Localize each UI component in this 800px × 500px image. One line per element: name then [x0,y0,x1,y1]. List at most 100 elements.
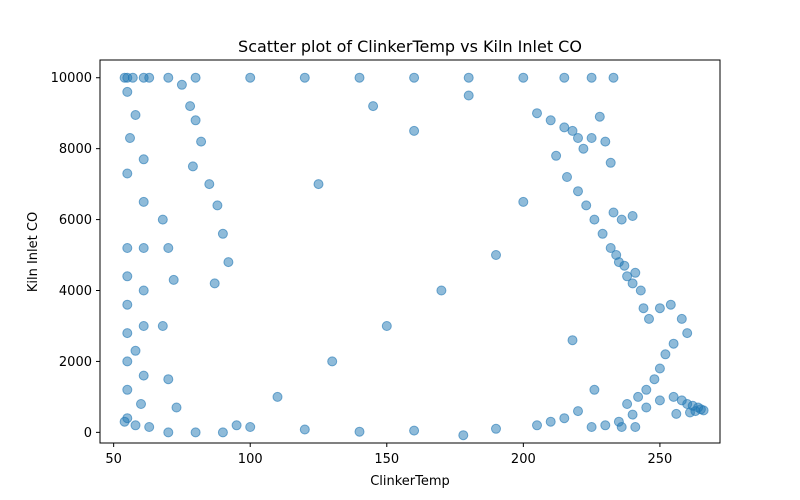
data-point [600,136,611,147]
data-point [354,426,365,437]
y-axis-ticks: 0 2000 4000 6000 8000 10000 [51,71,100,441]
data-point [586,422,597,432]
data-point [163,72,174,83]
data-point [409,72,420,83]
data-point [616,214,627,225]
data-point [559,72,570,83]
data-point [163,243,174,253]
data-point [138,285,149,296]
data-point [627,211,638,221]
data-point [605,243,616,253]
data-point [660,349,671,360]
data-point [122,384,133,395]
data-point [190,115,201,126]
data-point [627,409,638,420]
data-point [608,207,619,218]
data-point [138,321,149,331]
data-point [608,72,619,83]
data-point [122,86,133,97]
data-point [654,363,665,374]
data-point [581,200,592,211]
data-point [668,391,679,402]
data-point [682,328,693,339]
data-point [231,420,242,431]
data-point [491,250,501,260]
data-point [641,384,652,395]
data-point [122,356,133,367]
data-point [144,422,155,432]
data-point [272,391,283,402]
data-point [627,278,638,289]
data-point [654,395,665,406]
data-point [122,243,133,253]
data-point [573,406,583,417]
data-point [212,200,223,211]
data-point [245,72,256,83]
data-point [185,101,196,112]
data-points [119,72,709,441]
data-point [676,313,687,324]
x-axis-label: ClinkerTemp [370,474,450,489]
data-point [685,407,695,418]
data-point [463,72,474,83]
data-point [157,214,168,225]
plot-frame [99,59,721,444]
data-point [668,338,679,349]
x-tick-label: 200 [511,452,536,467]
data-point [187,161,198,172]
data-point [176,79,187,90]
data-point [122,328,133,339]
data-point [196,136,207,147]
data-point [594,111,605,122]
data-point [619,260,630,271]
data-point [605,157,616,168]
y-tick-label: 10000 [51,71,92,86]
data-point [144,72,155,83]
data-point [119,416,130,427]
data-point [665,299,676,310]
data-point [122,299,133,310]
data-point [122,271,133,282]
data-point [209,278,220,289]
data-point [491,423,501,434]
data-point [589,214,600,225]
data-point [463,90,474,101]
data-point [409,425,420,436]
data-point [532,420,542,431]
data-point [559,122,570,133]
data-point [130,420,141,431]
data-point [586,72,597,83]
data-point [567,335,578,346]
data-point [616,422,627,432]
chart-title: Scatter plot of ClinkerTemp vs Kiln Inle… [238,37,582,56]
data-point [573,186,583,197]
data-point [190,72,201,83]
x-tick-label: 150 [374,452,399,467]
data-point [654,303,665,314]
data-point [223,257,234,268]
data-point [586,133,597,143]
data-point [127,72,138,83]
y-axis-label: Kiln Inlet CO [26,212,41,292]
data-point [630,267,641,278]
y-tick-label: 6000 [59,213,92,228]
data-point [130,345,141,356]
data-point [635,285,646,296]
data-point [168,274,179,285]
data-point [138,243,149,253]
data-point [217,427,228,438]
data-point [562,172,572,182]
data-point [409,125,420,136]
data-point [436,285,447,296]
data-point [299,72,310,83]
data-point [559,413,570,424]
data-point [138,196,149,207]
data-point [551,150,562,161]
data-point [163,427,174,438]
data-point [313,179,324,190]
data-point [122,168,133,179]
data-point [125,133,135,143]
data-point [130,110,141,120]
data-point [245,422,256,432]
